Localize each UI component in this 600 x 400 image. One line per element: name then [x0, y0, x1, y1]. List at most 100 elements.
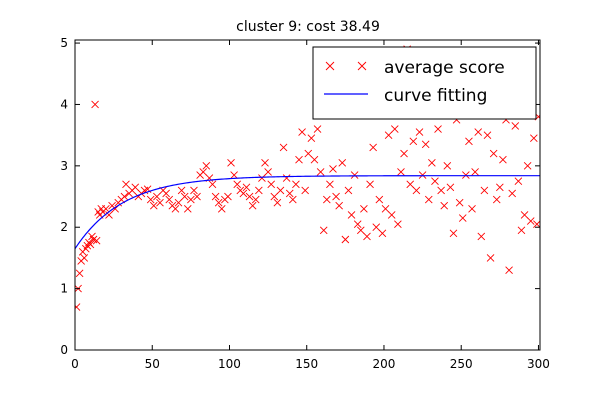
- scatter-point: [455, 198, 464, 207]
- scatter-point: [378, 229, 387, 238]
- scatter-point: [353, 220, 362, 228]
- scatter-point: [434, 125, 442, 133]
- scatter-point: [131, 183, 140, 192]
- scatter-point: [332, 192, 340, 201]
- scatter-point: [193, 192, 201, 201]
- scatter-point: [511, 122, 520, 130]
- scatter-point: [251, 195, 260, 204]
- scatter-point: [292, 180, 300, 189]
- scatter-point: [462, 171, 470, 179]
- scatter-point: [264, 168, 272, 176]
- scatter-point: [530, 134, 538, 143]
- scatter-point: [526, 217, 535, 225]
- y-tick-label: 4: [60, 97, 68, 111]
- scatter-point: [517, 226, 526, 235]
- scatter-point: [214, 198, 223, 207]
- axes: 0 50 100 150 200 250 300 0 1 2 3 4 5: [60, 36, 550, 371]
- scatter-point: [149, 201, 158, 210]
- scatter-point: [344, 186, 353, 195]
- scatter-point: [202, 162, 211, 170]
- scatter-point: [146, 195, 155, 204]
- scatter-point: [156, 198, 164, 207]
- scatter-point: [313, 125, 322, 133]
- scatter-point: [428, 158, 436, 167]
- scatter-point: [418, 171, 427, 179]
- scatter-point: [415, 128, 424, 136]
- chart-title: cluster 9: cost 38.49: [236, 19, 380, 35]
- y-tick-label: 0: [60, 343, 68, 357]
- scatter-point: [102, 204, 110, 213]
- scatter-point: [298, 128, 306, 136]
- scatter-point: [366, 180, 374, 189]
- scatter-point: [468, 204, 476, 213]
- scatter-point: [174, 198, 183, 207]
- scatter-point: [276, 186, 285, 195]
- x-tick-label: 100: [218, 357, 241, 371]
- scatter-point: [369, 143, 377, 152]
- scatter-point: [245, 192, 254, 201]
- scatter-point: [474, 128, 483, 136]
- scatter-point: [384, 131, 393, 139]
- scatter-point: [477, 232, 486, 241]
- scatter-point: [301, 186, 310, 195]
- scatter-point: [233, 180, 242, 189]
- scatter-point: [105, 211, 113, 219]
- y-tick-label: 1: [60, 282, 68, 296]
- scatter-point: [230, 171, 238, 179]
- legend-cross-right: [357, 61, 367, 71]
- scatter-point: [177, 186, 186, 195]
- x-tick-label: 150: [295, 357, 318, 371]
- legend-label-average-score: average score: [384, 58, 505, 78]
- fit-curve-line: [75, 175, 540, 250]
- y-tick-label: 2: [60, 220, 68, 234]
- plot-area: [75, 45, 540, 311]
- scatter-point: [440, 201, 449, 210]
- scatter-point: [443, 162, 452, 170]
- plot-frame: [74, 39, 541, 351]
- scatter-point: [437, 186, 445, 195]
- scatter-point: [329, 165, 337, 173]
- scatter-point: [520, 211, 529, 219]
- scatter-point: [397, 168, 405, 176]
- scatter-point: [258, 174, 266, 182]
- scatter-point: [458, 214, 467, 222]
- scatter-point: [326, 180, 334, 189]
- scatter-point: [227, 158, 235, 167]
- scatter-point: [75, 269, 84, 278]
- scatter-point: [92, 236, 101, 245]
- scatter-point: [394, 220, 402, 228]
- scatter-point: [120, 192, 129, 201]
- scatter-point: [304, 149, 313, 158]
- scatter-point: [523, 162, 532, 170]
- scatter-point: [421, 140, 430, 149]
- scatter-point: [496, 183, 504, 192]
- x-tick-label: 0: [71, 357, 79, 371]
- scatter-point: [409, 137, 418, 146]
- scatter-point: [211, 192, 220, 201]
- scatter-point: [347, 211, 356, 219]
- scatter-point: [356, 226, 365, 235]
- scatter-point: [162, 189, 170, 198]
- x-tick-label: 250: [450, 357, 473, 371]
- legend-label-curve-fitting: curve fitting: [384, 86, 487, 106]
- scatter-point: [335, 201, 343, 210]
- scatter-point: [270, 192, 279, 201]
- scatter-point: [255, 186, 263, 195]
- scatter-point: [514, 177, 523, 186]
- scatter-point: [387, 211, 396, 219]
- scatter-point: [505, 266, 513, 275]
- legend-cross-left: [325, 61, 335, 71]
- scatter-point: [187, 195, 195, 204]
- scatter-point: [208, 180, 217, 189]
- scatter-point: [171, 204, 180, 213]
- scatter-point: [431, 177, 439, 186]
- y-tick-label: 3: [60, 159, 68, 173]
- y-tick-label: 5: [60, 36, 68, 50]
- scatter-point: [533, 220, 540, 228]
- scatter-point: [363, 232, 371, 241]
- scatter-point: [285, 189, 294, 198]
- x-tick-label: 200: [373, 357, 396, 371]
- scatter-point: [86, 240, 95, 249]
- scatter-point: [446, 183, 455, 192]
